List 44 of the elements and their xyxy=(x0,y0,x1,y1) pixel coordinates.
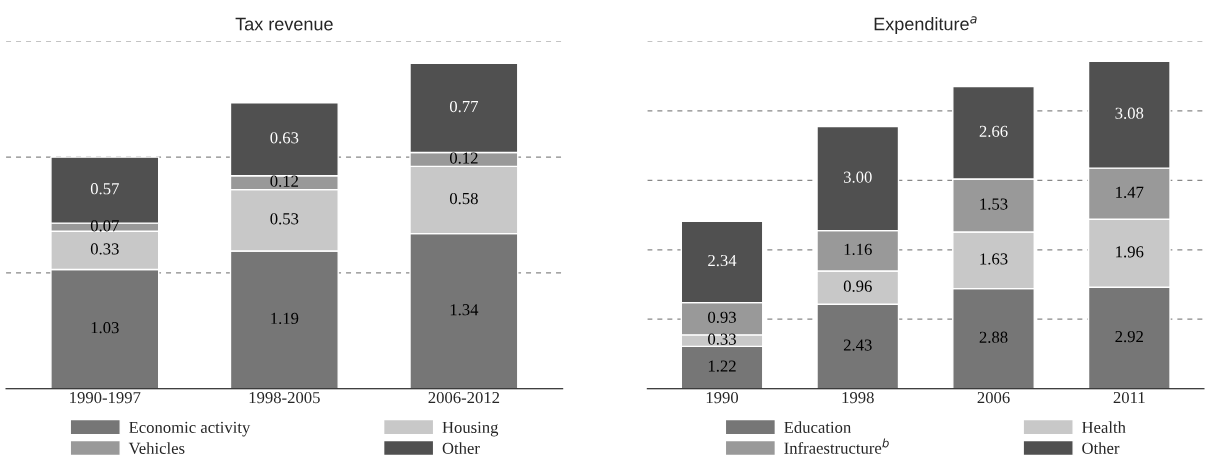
data-label: 1.19 xyxy=(271,312,299,325)
x-tick-label: 1990-1997 xyxy=(70,391,141,404)
x-tick-label: 1998-2005 xyxy=(249,391,320,404)
data-label: 1.47 xyxy=(1116,186,1144,198)
legend-label: Other xyxy=(1082,442,1120,454)
data-label: 2.43 xyxy=(843,339,872,351)
x-tick-label: 1990 xyxy=(706,391,739,404)
data-label: 0.57 xyxy=(90,183,119,195)
data-label: 0.77 xyxy=(449,100,478,113)
data-label: 0.63 xyxy=(270,132,299,144)
chart-title: Tax revenue xyxy=(235,17,333,31)
legend-label: Vehicles xyxy=(128,442,185,455)
x-tick-label: 1998 xyxy=(842,391,874,404)
legend-label: Other xyxy=(442,442,480,454)
data-label: 0.93 xyxy=(708,311,736,323)
data-label: 1.53 xyxy=(980,198,1008,210)
data-label: 3.08 xyxy=(1115,107,1144,119)
data-label: 1.22 xyxy=(708,360,736,372)
data-label: 3.00 xyxy=(843,171,872,183)
data-label: 0.33 xyxy=(90,243,119,255)
data-label: 1.34 xyxy=(450,304,479,316)
data-label: 2.88 xyxy=(979,331,1008,343)
chart-title: Expenditure$^{a}$ xyxy=(874,16,977,34)
data-label: 1.63 xyxy=(980,253,1008,265)
x-tick-label: 2006-2012 xyxy=(428,391,500,404)
legend-label: Infraestructure$^{b}$ xyxy=(784,438,889,454)
data-label: 1.96 xyxy=(1116,246,1144,258)
data-label: 0.12 xyxy=(270,175,299,187)
data-label: 1.16 xyxy=(844,243,872,256)
data-label: 1.03 xyxy=(91,322,119,334)
legend-label: Health xyxy=(1082,421,1126,434)
data-label: 0.96 xyxy=(843,280,872,292)
data-label: 0.33 xyxy=(708,333,736,345)
x-tick-label: 2011 xyxy=(1113,391,1145,404)
legend-label: Economic activity xyxy=(129,421,251,437)
data-label: 0.58 xyxy=(449,192,478,205)
data-label: 2.92 xyxy=(1115,330,1143,343)
data-label: 0.12 xyxy=(449,152,478,164)
data-label: 2.34 xyxy=(708,254,737,267)
data-label: 0.53 xyxy=(270,213,299,225)
data-label: 2.66 xyxy=(979,125,1008,137)
x-tick-label: 2006 xyxy=(977,391,1010,404)
legend-label: Education xyxy=(784,421,851,434)
legend-label: Housing xyxy=(442,421,499,437)
